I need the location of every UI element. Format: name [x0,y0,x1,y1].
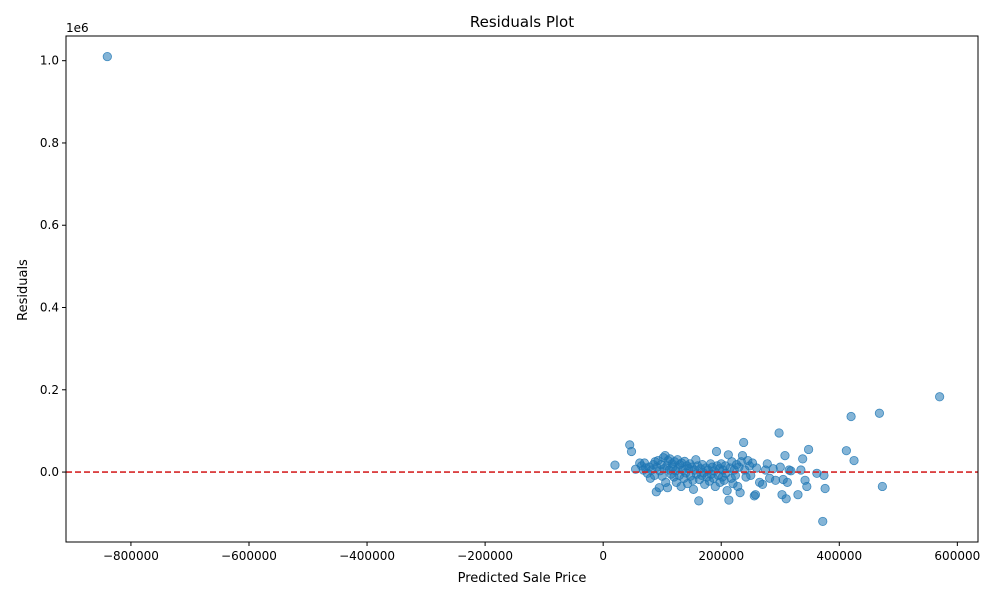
data-point [724,495,734,505]
data-point [757,479,768,490]
x-tick-label: −400000 [339,549,395,563]
data-point [770,475,781,485]
y-axis-offset-text: 1e6 [66,21,89,35]
data-point [626,446,637,457]
data-point [877,481,887,492]
y-tick-label: 1.0 [40,54,59,68]
data-point [798,454,808,464]
data-point [694,496,704,506]
data-point [786,466,796,476]
data-point [780,451,790,461]
data-point [711,446,722,457]
data-point [803,444,814,455]
data-point [102,51,112,62]
data-point [746,470,756,480]
data-point [874,408,885,418]
data-point [610,460,620,470]
data-point [735,488,745,498]
data-point [662,483,673,493]
x-tick-label: 600000 [934,549,980,563]
plot-frame [65,35,979,543]
data-point [775,462,785,472]
y-tick-label: 0.6 [40,218,59,232]
data-point [793,490,803,500]
data-point [774,428,784,438]
data-point [722,485,732,496]
data-point [762,459,772,469]
y-tick-label: 0.4 [40,301,59,315]
data-point [846,411,856,422]
x-tick-label: −600000 [221,549,277,563]
y-tick-label: 0.2 [40,383,59,397]
data-point [750,490,761,500]
data-point [849,455,859,466]
data-point [730,470,740,480]
data-point [688,484,699,494]
plot-area: −800000 −600000 −400000 −200000 0 200000 40000… [40,35,980,563]
data-point [841,446,851,456]
data-point [819,470,829,480]
data-point [796,465,806,475]
y-axis-label: Residuals [16,259,31,321]
y-tick-label: 0.0 [40,465,59,479]
x-tick-label: 200000 [698,549,744,563]
data-point [802,481,812,492]
data-point [752,463,762,473]
x-axis-label: Predicted Sale Price [458,571,587,586]
data-point [820,483,830,494]
data-point [782,477,792,487]
data-point [781,494,791,504]
x-tick-label: −800000 [103,549,159,563]
data-point [818,516,828,527]
x-tick-label: −200000 [457,549,513,563]
x-tick-label: 0 [599,549,607,563]
data-point [739,437,749,448]
x-tick-label: 400000 [816,549,862,563]
data-point [935,392,945,402]
y-tick-label: 0.8 [40,136,59,150]
chart-title: Residuals Plot [470,13,574,31]
